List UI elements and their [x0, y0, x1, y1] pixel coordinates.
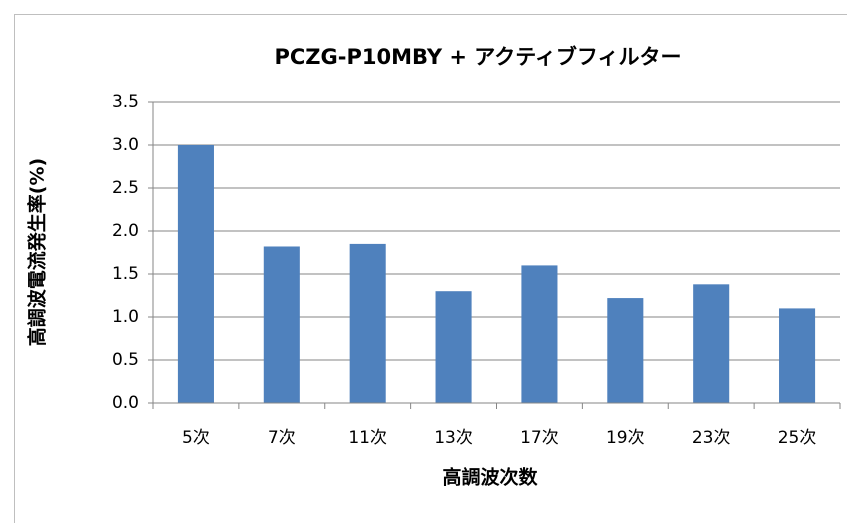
bar: [263, 246, 300, 403]
y-tick-label: 1.0: [112, 307, 139, 327]
bar: [607, 298, 644, 403]
bar: [779, 308, 816, 403]
x-tick-label: 5次: [182, 428, 210, 448]
y-tick-label: 2.5: [112, 178, 139, 198]
x-tick-label: 11次: [348, 428, 387, 448]
x-tick-label: 19次: [606, 428, 645, 448]
y-tick-label: 3.0: [112, 135, 139, 155]
x-tick-label: 13次: [434, 428, 473, 448]
bar: [521, 265, 558, 403]
y-tick-label: 0.5: [112, 350, 139, 370]
y-axis-title: 高調波電流発生率(%): [26, 158, 49, 346]
x-tick-label: 25次: [778, 428, 817, 448]
chart-title: PCZG-P10MBY + アクティブフィルター: [274, 45, 681, 69]
y-tick-label: 2.0: [112, 221, 139, 241]
bar: [177, 145, 214, 403]
x-tick-label: 23次: [692, 428, 731, 448]
x-tick-label: 17次: [520, 428, 559, 448]
bar: [435, 291, 472, 403]
y-tick-label: 3.5: [112, 92, 139, 112]
x-axis-title: 高調波次数: [442, 466, 538, 489]
y-tick-label: 0.0: [112, 393, 139, 413]
y-tick-label: 1.5: [112, 264, 139, 284]
x-tick-label: 7次: [268, 428, 296, 448]
bar: [693, 284, 730, 403]
bar: [349, 243, 386, 403]
